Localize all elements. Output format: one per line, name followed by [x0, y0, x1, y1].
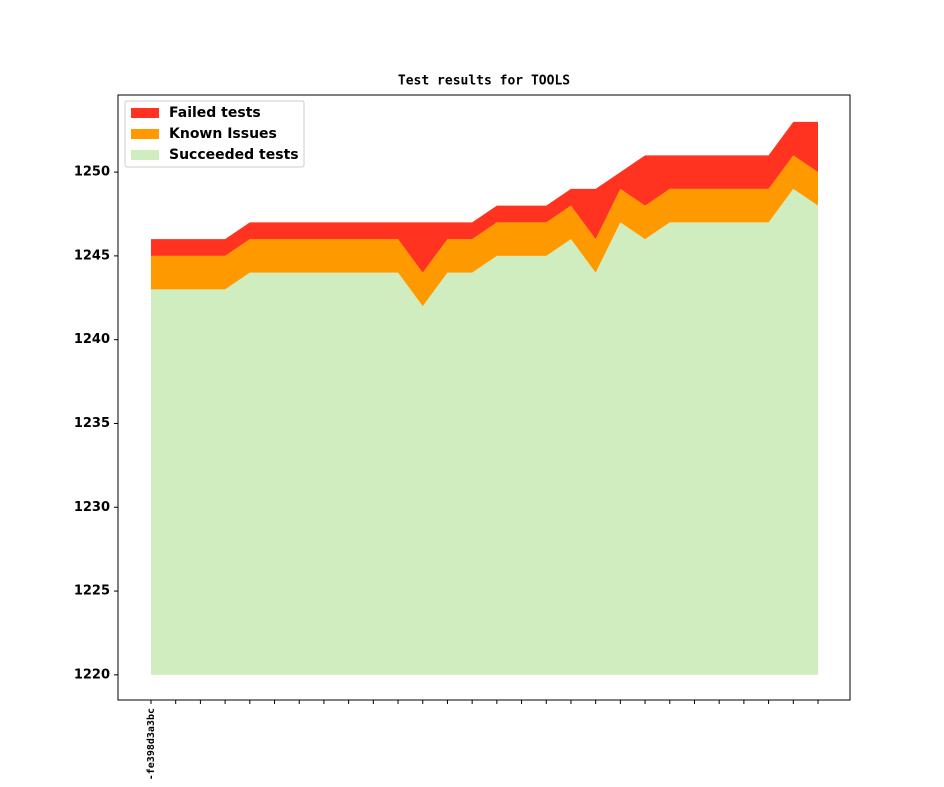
legend-label: Failed tests: [169, 105, 261, 121]
area: [151, 121, 818, 273]
area: [151, 188, 818, 675]
legend-swatch: [131, 129, 159, 139]
legend-box: [124, 100, 305, 168]
y-tick-label: 1250: [74, 165, 110, 180]
legend-swatch: [131, 108, 159, 118]
y-tick-label: 1245: [74, 248, 110, 263]
legend-label: Known Issues: [169, 126, 277, 142]
y-tick-label: 1240: [74, 332, 110, 347]
x-tick-label: -fe398d3a3bc: [146, 708, 157, 780]
y-tick-label: 1220: [74, 667, 110, 682]
legend-label: Succeeded tests: [169, 147, 299, 163]
plot-frame: [117, 94, 851, 701]
y-tick-label: 1225: [74, 584, 110, 599]
y-tick-label: 1230: [74, 500, 110, 515]
y-tick-label: 1235: [74, 416, 110, 431]
chart-title: Test results for TOOLS: [398, 74, 570, 89]
legend-swatch: [131, 150, 159, 160]
